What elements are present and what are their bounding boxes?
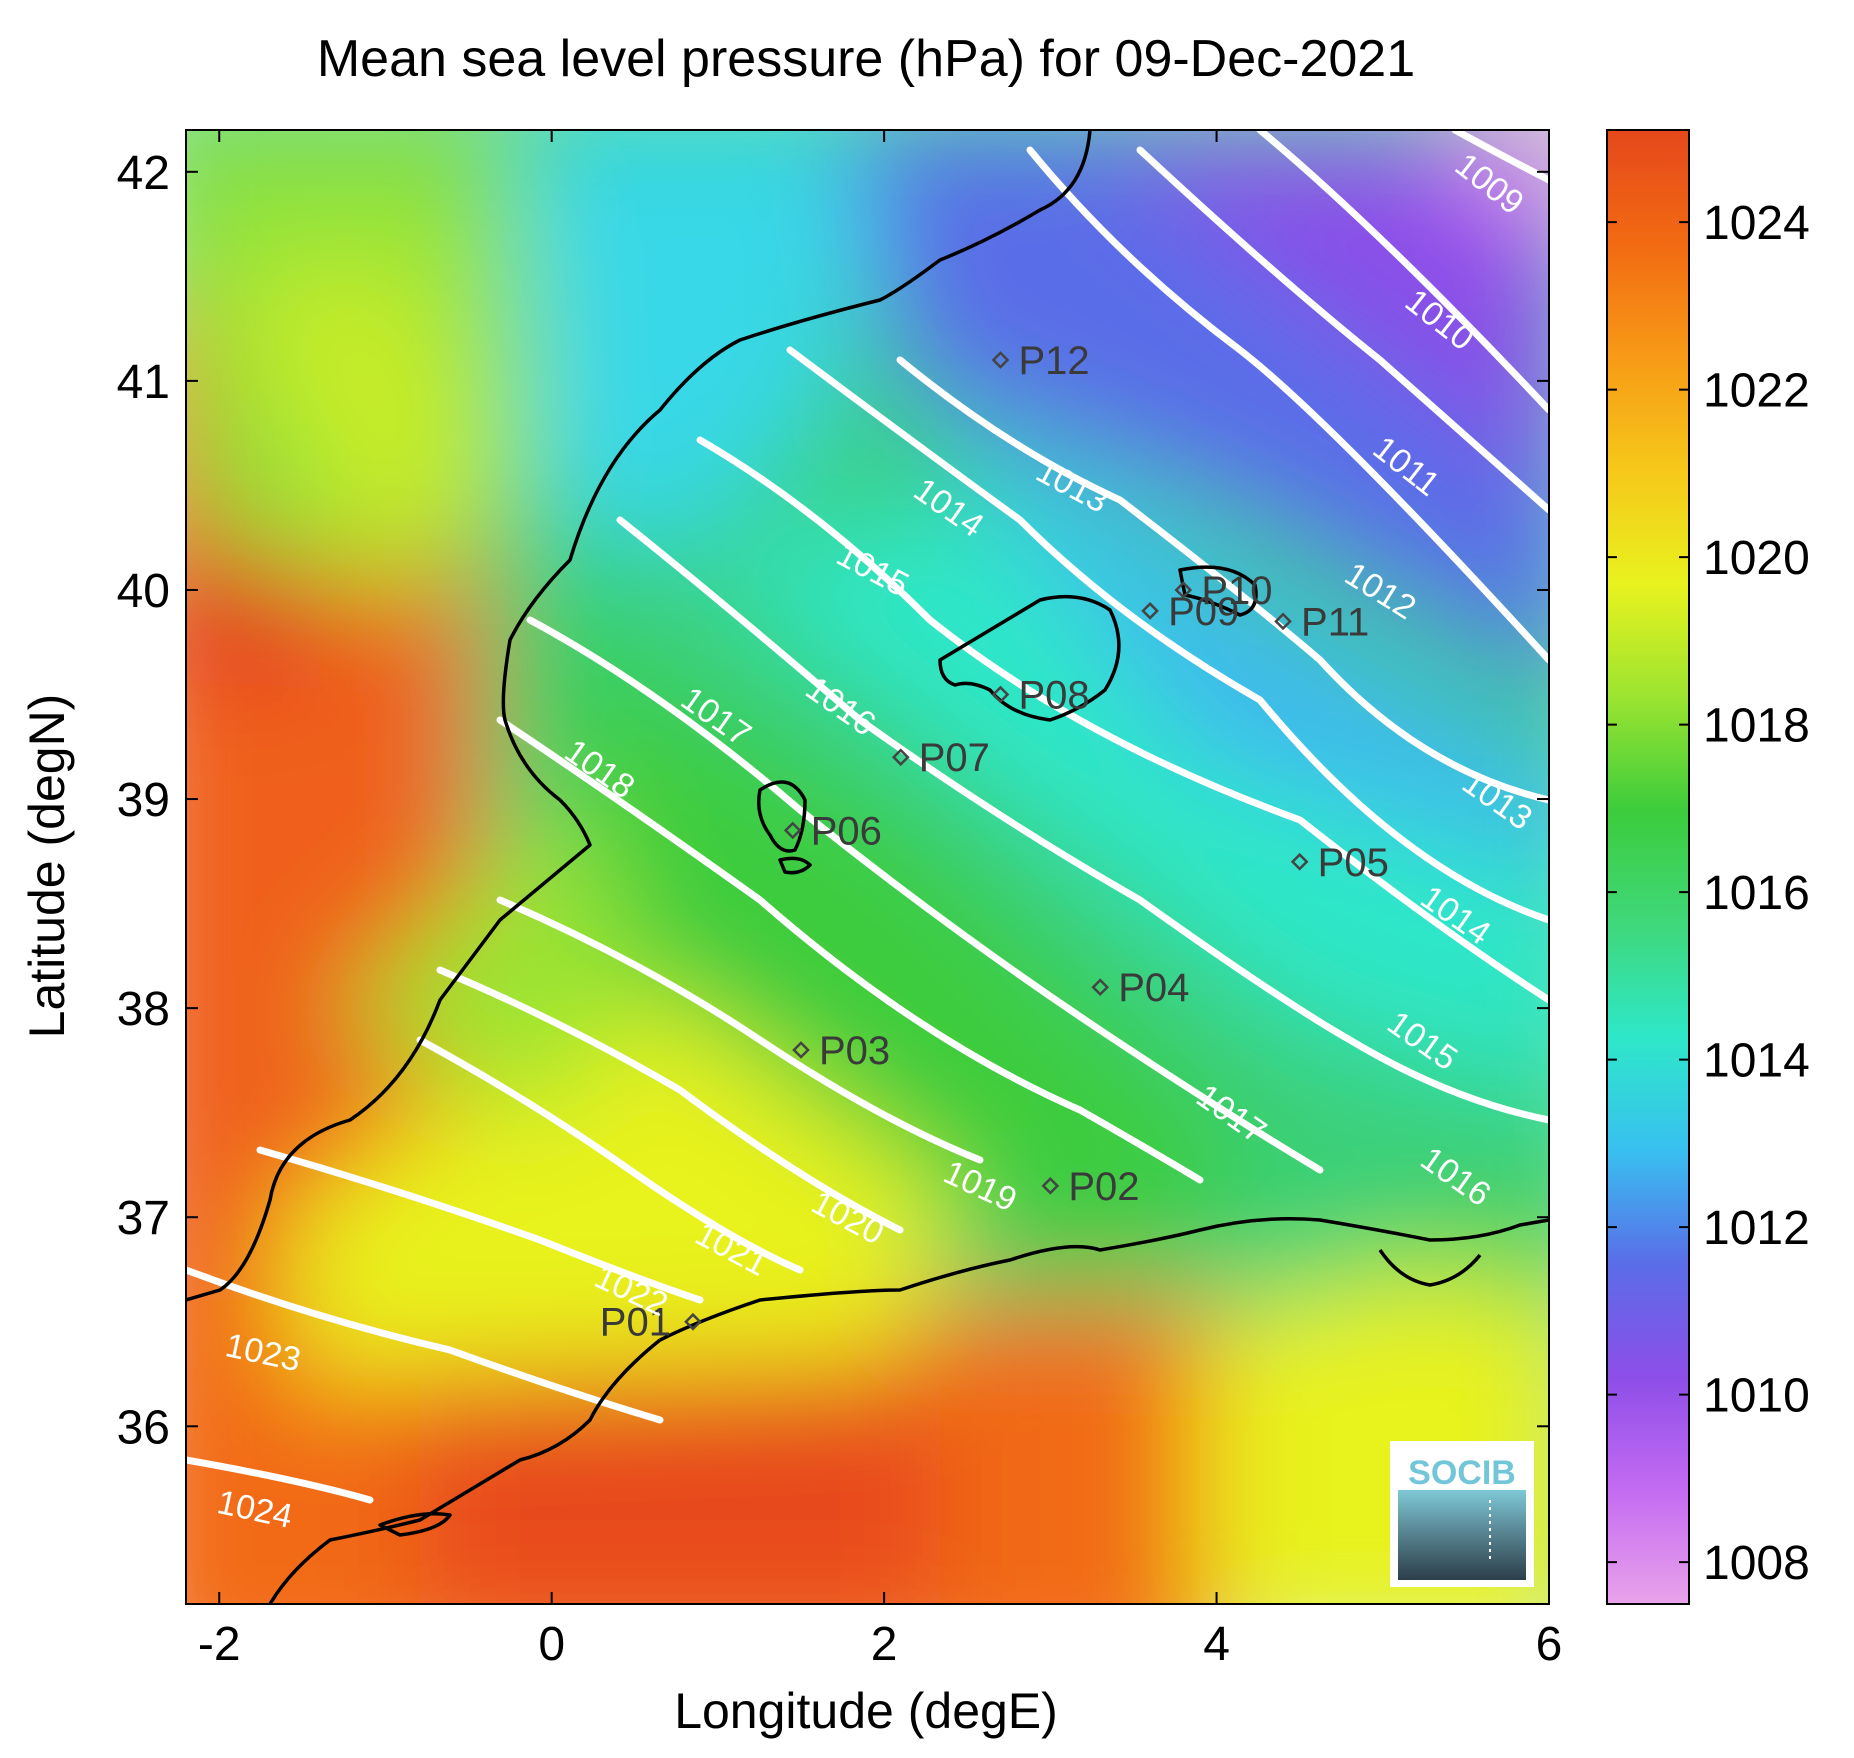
station-marker [891, 748, 910, 767]
station-marker [1041, 1177, 1060, 1195]
station-label: P10 [1201, 569, 1272, 613]
y-tick-label: 41 [117, 356, 170, 409]
colorbar-ticks: 1008 1010 1012 1014 1016 1018 1020 1022 1024 [1607, 197, 1810, 1590]
y-tick-label: 37 [117, 1192, 170, 1245]
station-marker [1091, 978, 1110, 997]
station-marker [1274, 612, 1292, 631]
station-marker [792, 1041, 810, 1059]
x-axis: -2 0 2 4 6 [198, 130, 1562, 1671]
station-label: P09 [1168, 590, 1239, 634]
y-axis-label: Latitude (degN) [19, 694, 75, 1039]
y-tick-label: 40 [117, 565, 170, 618]
x-tick-label: 6 [1536, 1618, 1563, 1671]
y-tick-label: 38 [117, 983, 170, 1036]
x-tick-label: 4 [1203, 1618, 1230, 1671]
isobar-lines [186, 130, 1549, 1504]
station-label: P02 [1068, 1165, 1139, 1209]
colorbar-tick-label: 1016 [1703, 867, 1810, 920]
station-label: P06 [811, 809, 882, 853]
map-frame [185, 129, 1550, 1605]
colorbar-tick-label: 1024 [1703, 197, 1810, 250]
station-marker [684, 1312, 702, 1331]
y-axis: 36 37 38 39 40 41 42 [117, 147, 1549, 1454]
station-label: P04 [1118, 966, 1189, 1010]
station-label: P08 [1018, 674, 1089, 718]
y-tick-label: 39 [117, 774, 170, 827]
colorbar-tick-label: 1022 [1703, 365, 1810, 418]
colorbar-tick-label: 1010 [1703, 1370, 1810, 1423]
x-axis-label: Longitude (degE) [674, 1683, 1058, 1739]
x-tick-label: -2 [198, 1618, 241, 1671]
station-label: P12 [1018, 339, 1089, 383]
colorbar-tick-label: 1014 [1703, 1035, 1810, 1088]
station-label: P03 [819, 1029, 890, 1073]
colorbar [1606, 129, 1690, 1605]
station-label: P01 [600, 1301, 671, 1345]
station-label: P11 [1301, 600, 1369, 644]
colorbar-tick-label: 1018 [1703, 700, 1810, 753]
colorbar-tick-label: 1012 [1703, 1202, 1810, 1255]
y-tick-label: 36 [117, 1401, 170, 1454]
chart-title: Mean sea level pressure (hPa) for 09-Dec… [317, 30, 1415, 88]
station-label: P05 [1318, 841, 1389, 885]
station-label: P07 [919, 736, 990, 780]
station-marker [1141, 602, 1159, 620]
station-marker [1174, 581, 1193, 599]
colorbar-tick-label: 1008 [1703, 1537, 1810, 1590]
station-marker [991, 351, 1010, 369]
station-marker [991, 685, 1010, 704]
station-marker [1290, 852, 1309, 871]
socib-logo: SOCIB [1390, 1441, 1534, 1587]
socib-logo-text: SOCIB [1408, 1454, 1516, 1492]
coastlines [186, 130, 1549, 1604]
colorbar-tick-label: 1020 [1703, 532, 1810, 585]
x-tick-label: 2 [871, 1618, 898, 1671]
y-tick-label: 42 [117, 147, 170, 200]
x-tick-label: 0 [538, 1618, 565, 1671]
station-marker [783, 821, 802, 840]
islands [378, 565, 1258, 1537]
